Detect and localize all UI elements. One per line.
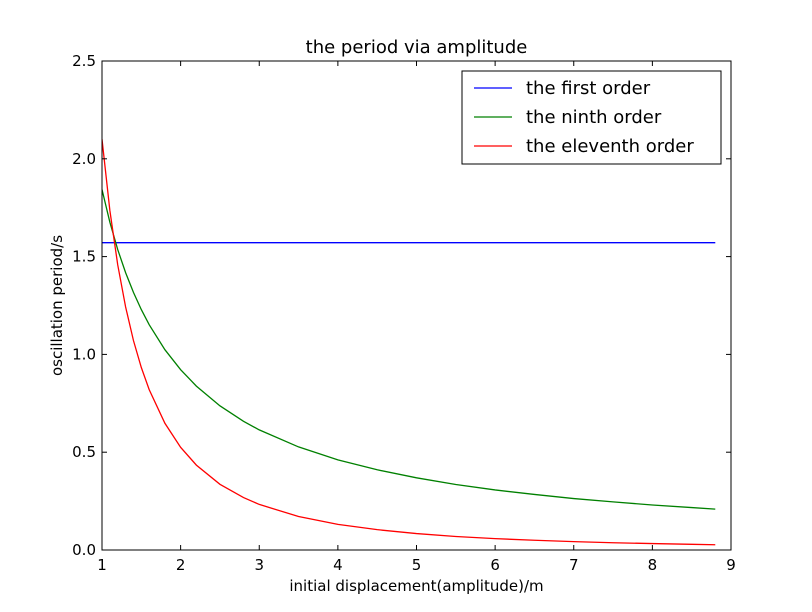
x-axis-label: initial displacement(amplitude)/m [289,577,543,595]
series-line-2 [102,189,716,510]
x-tick-label: 6 [490,556,500,574]
series-line-3 [102,139,716,546]
x-tick-label: 9 [726,556,736,574]
plot-area [102,139,716,546]
x-tick-label: 8 [648,556,658,574]
legend-label: the ninth order [526,107,662,128]
chart-title: the period via amplitude [306,37,528,58]
legend: the first order the ninth order the eleven… [461,70,722,165]
x-tick-label: 3 [254,556,264,574]
y-tick-label: 0.5 [72,443,96,461]
x-tick-label: 5 [412,556,422,574]
x-tick-label: 2 [176,556,186,574]
axes: 1 2 3 4 5 6 7 8 9 0.0 0.5 1.0 1.5 2.0 2.5 [72,52,736,574]
y-axis-label: oscillation period/s [48,235,66,376]
x-tick-label: 4 [333,556,343,574]
legend-label: the eleventh order [526,136,694,157]
legend-label: the first order [526,78,651,99]
y-tick-label: 2.5 [72,52,96,70]
y-tick-label: 1.0 [72,345,96,363]
x-tick-label: 1 [97,556,107,574]
y-tick-label: 1.5 [72,248,96,266]
y-tick-label: 0.0 [72,541,96,559]
x-tick-label: 7 [569,556,579,574]
y-tick-label: 2.0 [72,150,96,168]
